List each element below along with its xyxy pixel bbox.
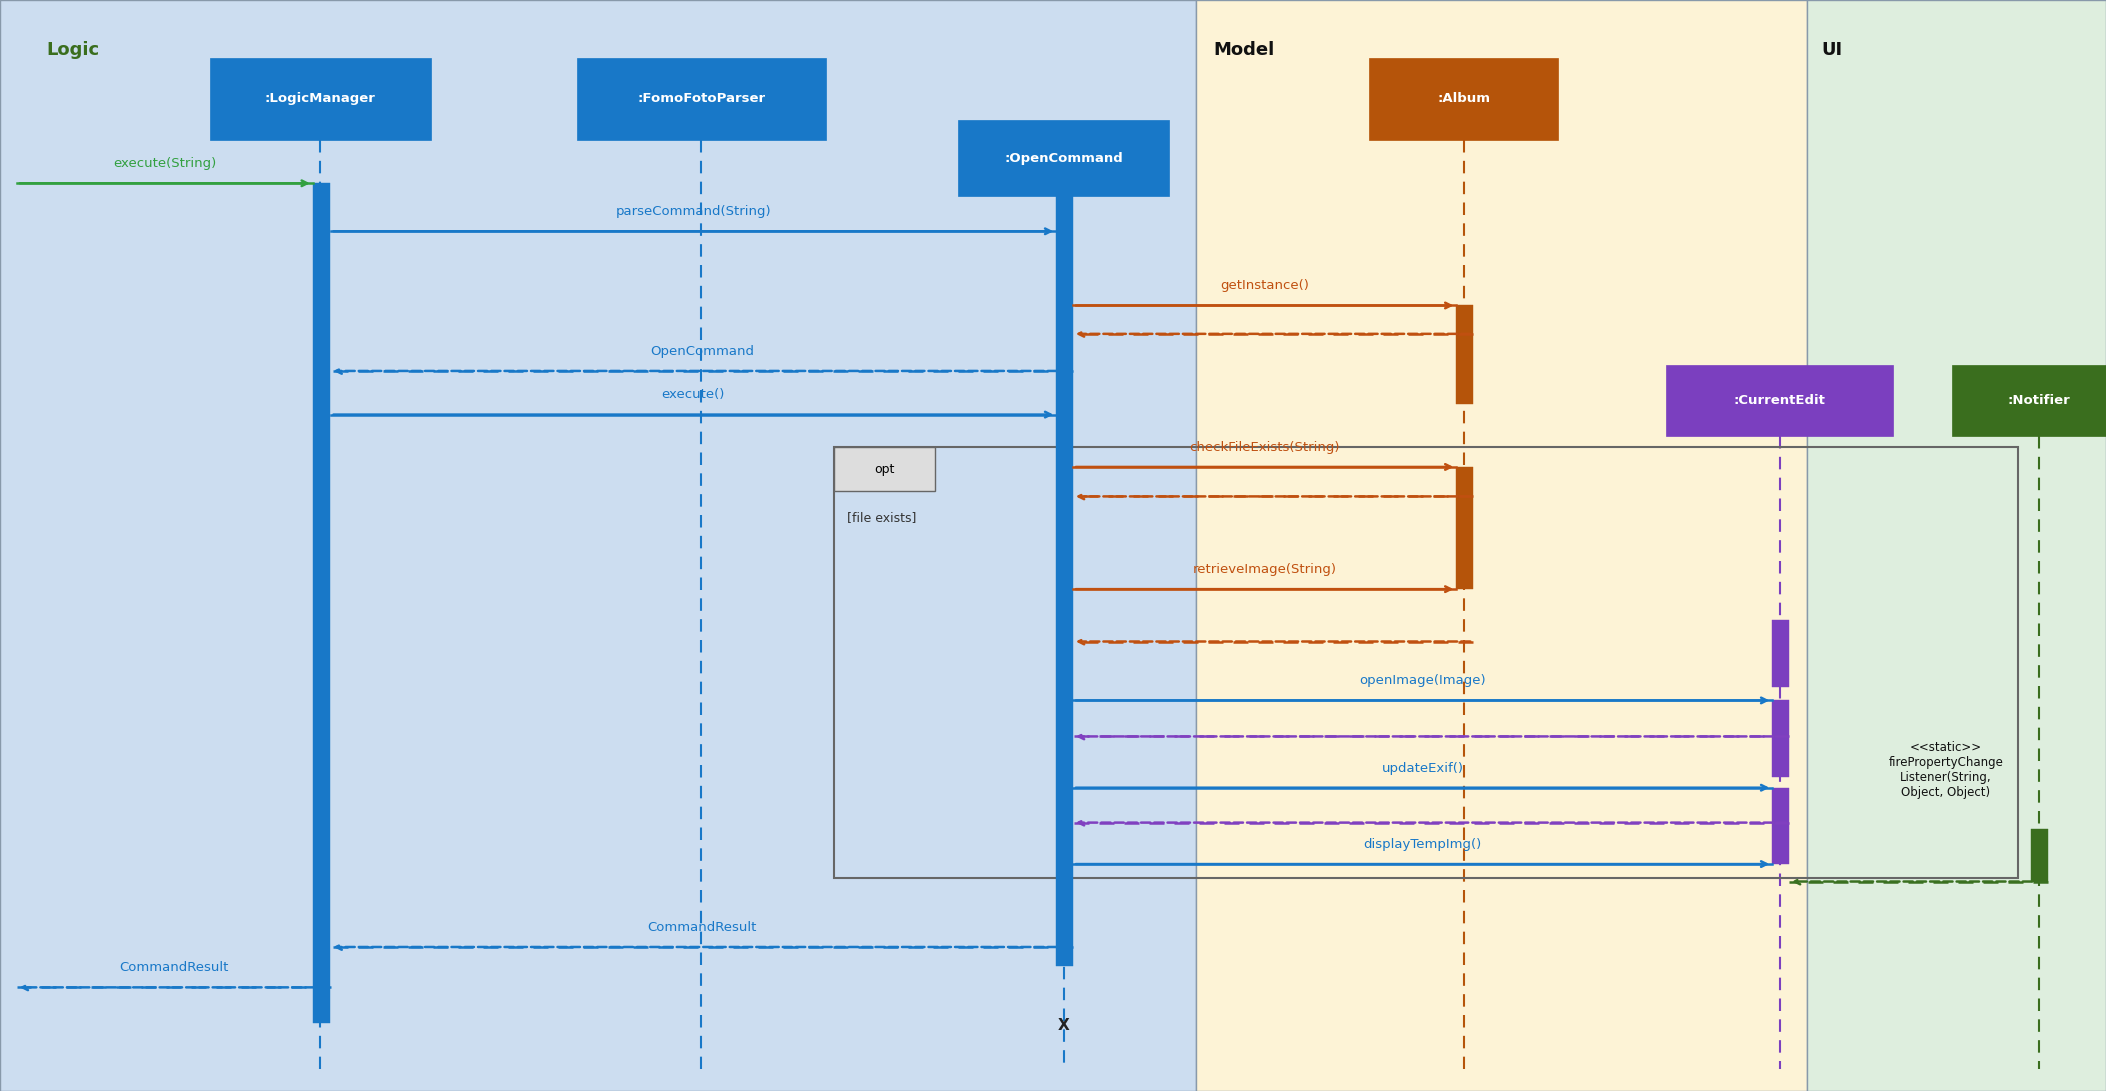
Bar xyxy=(1369,58,1558,140)
Bar xyxy=(1666,365,1893,436)
Bar xyxy=(2032,829,2047,882)
Text: getInstance(): getInstance() xyxy=(1219,279,1310,292)
Text: execute(String): execute(String) xyxy=(114,157,217,170)
Bar xyxy=(1457,305,1474,404)
Text: UI: UI xyxy=(1822,41,1843,59)
Text: Logic: Logic xyxy=(46,41,99,59)
Text: displayTempImg(): displayTempImg() xyxy=(1363,838,1483,851)
Bar xyxy=(577,58,826,140)
Text: X: X xyxy=(1057,1018,1070,1033)
Text: execute(): execute() xyxy=(661,388,724,401)
Bar xyxy=(1196,0,1807,1091)
Text: :CurrentEdit: :CurrentEdit xyxy=(1733,395,1826,407)
Text: :Album: :Album xyxy=(1436,93,1491,105)
Text: updateExif(): updateExif() xyxy=(1382,762,1464,775)
Text: :OpenCommand: :OpenCommand xyxy=(1005,152,1122,165)
Text: :Notifier: :Notifier xyxy=(2007,395,2070,407)
Bar xyxy=(834,447,2018,878)
Bar xyxy=(312,183,329,1023)
Bar xyxy=(834,447,935,491)
Text: CommandResult: CommandResult xyxy=(120,961,227,974)
Text: CommandResult: CommandResult xyxy=(647,921,756,934)
Text: [file exists]: [file exists] xyxy=(847,511,916,524)
Text: openImage(Image): openImage(Image) xyxy=(1358,674,1487,687)
Text: OpenCommand: OpenCommand xyxy=(651,345,754,358)
Bar xyxy=(1952,365,2106,436)
Bar xyxy=(1807,0,2106,1091)
Text: parseCommand(String): parseCommand(String) xyxy=(615,205,771,218)
Text: <<static>>
firePropertyChange
Listener(String,
Object, Object): <<static>> firePropertyChange Listener(S… xyxy=(1889,741,2003,799)
Text: Model: Model xyxy=(1213,41,1274,59)
Bar xyxy=(1773,788,1790,864)
Bar xyxy=(958,120,1169,196)
Text: opt: opt xyxy=(874,463,895,476)
Text: :LogicManager: :LogicManager xyxy=(265,93,375,105)
Bar xyxy=(1457,467,1474,589)
Bar xyxy=(1773,700,1790,777)
Bar xyxy=(0,0,1196,1091)
Text: checkFileExists(String): checkFileExists(String) xyxy=(1190,441,1339,454)
Bar xyxy=(1055,196,1072,966)
Text: :FomoFotoParser: :FomoFotoParser xyxy=(638,93,764,105)
Bar xyxy=(1773,620,1790,687)
Bar xyxy=(211,58,432,140)
Text: retrieveImage(String): retrieveImage(String) xyxy=(1192,563,1337,576)
